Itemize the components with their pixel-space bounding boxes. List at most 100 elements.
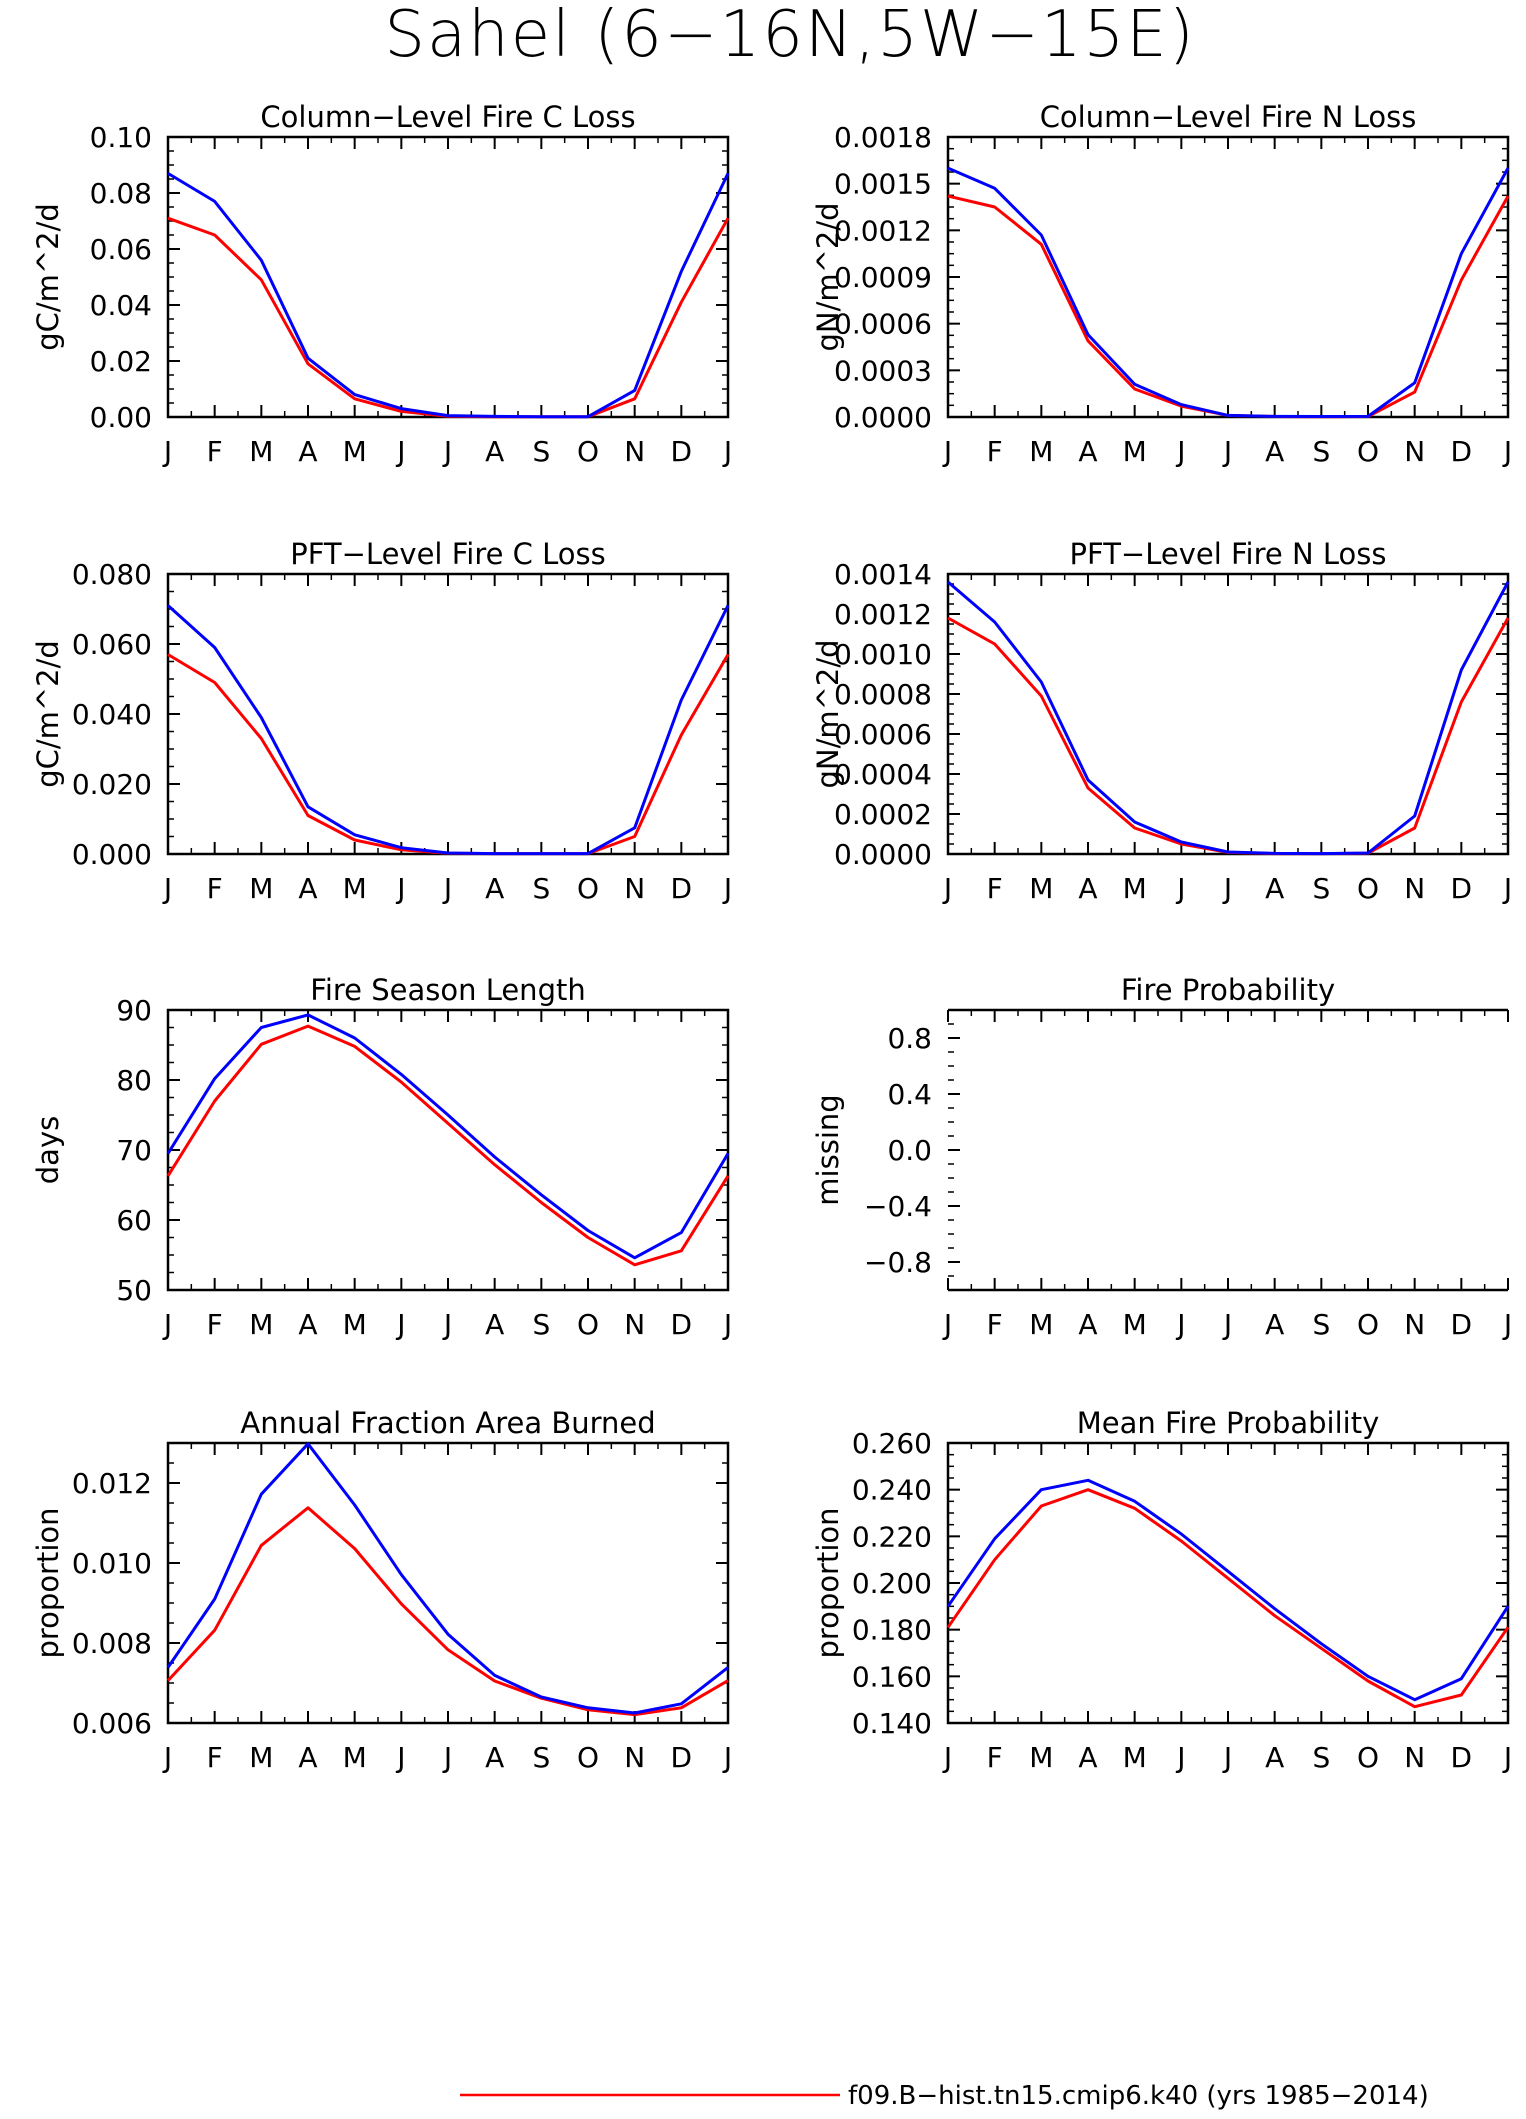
x-tick-label: O — [1357, 1741, 1379, 1774]
x-tick-label: D — [1451, 872, 1473, 905]
x-tick-label: O — [577, 435, 599, 468]
y-tick-label: 0.260 — [852, 1427, 932, 1460]
x-tick-label: S — [1312, 872, 1330, 905]
x-tick-label: A — [1265, 872, 1284, 905]
series-line-red — [947, 616, 1510, 856]
legend: f09.B−hist.tn15.cmip6.k40 (yrs 1985−2014… — [460, 2081, 1429, 2111]
x-tick-label: A — [1078, 872, 1097, 905]
y-tick-label: 0.02 — [90, 345, 152, 378]
y-tick-label: 0.0003 — [834, 354, 932, 387]
y-tick-label: 0.06 — [90, 233, 152, 266]
x-tick-label: A — [298, 435, 317, 468]
plot-frame — [946, 135, 1510, 419]
x-tick-label: J — [162, 1308, 172, 1341]
y-tick-label: 0.0006 — [834, 308, 932, 341]
series-line-red — [946, 1488, 1510, 1709]
panel-title: Fire Probability — [1121, 973, 1335, 1007]
x-tick-label: M — [1123, 1741, 1147, 1774]
y-tick-label: 0.020 — [72, 768, 152, 801]
x-tick-label: M — [249, 1741, 273, 1774]
panel-title: PFT−Level Fire C Loss — [290, 537, 606, 571]
x-tick-label: J — [1502, 872, 1512, 905]
x-tick-label: O — [1357, 1308, 1379, 1341]
x-tick-label: N — [1404, 872, 1425, 905]
x-tick-label: S — [1312, 1308, 1330, 1341]
x-tick-label: M — [1123, 435, 1147, 468]
y-tick-label: 0.0009 — [834, 261, 932, 294]
x-tick-label: A — [485, 1741, 504, 1774]
x-tick-label: J — [442, 1741, 452, 1774]
x-tick-label: J — [942, 435, 952, 468]
y-tick-label: 50 — [116, 1274, 152, 1307]
y-tick-label: 0.0002 — [834, 798, 932, 831]
x-tick-label: S — [532, 1308, 550, 1341]
x-tick-label: J — [162, 435, 172, 468]
y-axis-label: missing — [811, 1094, 845, 1205]
x-tick-label: J — [1502, 1308, 1512, 1341]
y-tick-label: 0.4 — [887, 1078, 932, 1111]
y-tick-label: 80 — [116, 1064, 152, 1097]
y-tick-label: 0.240 — [852, 1474, 932, 1507]
y-tick-label: 0.0000 — [834, 401, 932, 434]
plot-frame — [166, 1008, 730, 1292]
y-tick-label: 0.012 — [72, 1467, 152, 1500]
x-tick-label: D — [671, 872, 693, 905]
x-tick-label: F — [987, 435, 1003, 468]
x-tick-label: F — [207, 1308, 223, 1341]
series-line-blue — [946, 1478, 1510, 1702]
x-tick-label: J — [1222, 872, 1232, 905]
x-tick-label: D — [1451, 435, 1473, 468]
x-tick-label: O — [577, 1741, 599, 1774]
series-line-blue — [167, 172, 730, 419]
x-tick-label: J — [395, 872, 405, 905]
x-tick-label: M — [1029, 1308, 1053, 1341]
series-line-blue — [166, 1442, 729, 1715]
x-tick-label: F — [987, 872, 1003, 905]
x-tick-label: M — [1029, 1741, 1053, 1774]
y-tick-label: 0.0008 — [834, 678, 932, 711]
y-axis-label: gN/m^2/d — [811, 639, 845, 788]
x-tick-label: M — [1029, 872, 1053, 905]
x-tick-label: S — [532, 435, 550, 468]
x-tick-label: A — [298, 1308, 317, 1341]
y-axis-label: gC/m^2/d — [31, 640, 65, 788]
x-tick-label: J — [942, 1741, 952, 1774]
x-tick-label: S — [532, 872, 550, 905]
series-line-blue — [947, 580, 1510, 856]
y-tick-label: 0.180 — [852, 1614, 932, 1647]
series-line-blue — [166, 604, 730, 856]
x-tick-label: A — [485, 872, 504, 905]
plot-frame — [946, 572, 1510, 856]
y-tick-label: 0.006 — [72, 1707, 152, 1740]
x-tick-label: J — [395, 1741, 405, 1774]
x-tick-label: J — [1502, 435, 1512, 468]
x-tick-label: M — [343, 872, 367, 905]
y-tick-label: 0.04 — [90, 289, 152, 322]
y-tick-label: 0.8 — [887, 1022, 932, 1055]
plot-frame — [166, 572, 730, 856]
x-tick-label: M — [249, 435, 273, 468]
x-tick-label: N — [624, 1308, 645, 1341]
y-axis-label: proportion — [811, 1507, 845, 1658]
x-tick-label: M — [249, 1308, 273, 1341]
x-tick-label: J — [1175, 435, 1185, 468]
series-line-blue — [947, 166, 1510, 418]
panel-title: Column−Level Fire C Loss — [260, 100, 635, 134]
x-tick-label: M — [1123, 1308, 1147, 1341]
x-tick-label: A — [298, 872, 317, 905]
x-tick-label: J — [942, 1308, 952, 1341]
x-tick-label: A — [298, 1741, 317, 1774]
x-tick-label: J — [1222, 435, 1232, 468]
panel-title: Column−Level Fire N Loss — [1040, 100, 1417, 134]
y-tick-label: 0.0004 — [834, 758, 932, 791]
x-tick-label: J — [722, 872, 732, 905]
y-axis-label: gC/m^2/d — [31, 203, 65, 351]
x-tick-label: F — [207, 872, 223, 905]
x-tick-label: S — [1312, 1741, 1330, 1774]
x-tick-label: N — [624, 435, 645, 468]
x-tick-label: J — [1175, 1741, 1185, 1774]
